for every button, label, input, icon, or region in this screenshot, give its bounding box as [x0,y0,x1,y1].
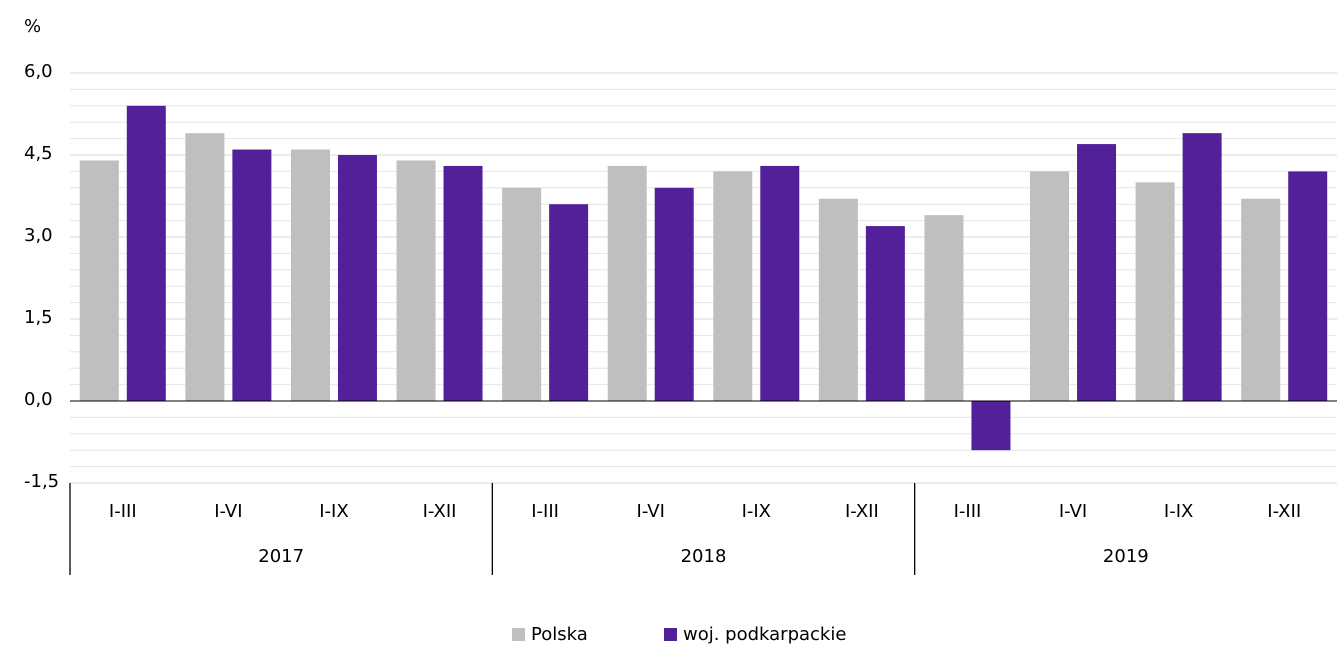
bar [79,160,119,401]
group-label: 2019 [1103,546,1149,567]
bar [337,155,377,401]
legend-label: Polska [531,624,588,645]
x-tick-label: I-IX [1164,501,1193,522]
bar [1182,133,1222,401]
bar [818,198,858,401]
legend-label: woj. podkarpackie [683,624,846,645]
group-label: 2018 [681,546,727,567]
x-tick-label: I-III [531,501,559,522]
bar [924,215,964,401]
bar [760,165,800,401]
x-tick-label: I-XII [1267,501,1301,522]
x-tick-label: I-III [109,501,137,522]
y-tick-label: 1,5 [24,307,53,328]
y-tick-label: 3,0 [24,225,53,246]
x-tick-label: I-VI [1059,501,1087,522]
bar [549,204,589,401]
x-tick-label: I-VI [637,501,665,522]
x-tick-label: I-IX [742,501,771,522]
y-tick-label: 4,5 [24,143,53,164]
x-tick-label: I-VI [214,501,242,522]
bar [1288,171,1328,401]
x-tick-label: I-IX [319,501,348,522]
bar [865,226,905,401]
x-tick-label: I-XII [845,501,879,522]
y-unit: % [24,16,41,37]
y-tick-label: 6,0 [24,61,53,82]
bar [232,149,272,401]
x-tick-label: I-XII [423,501,457,522]
bar [502,187,542,401]
legend-swatch [512,628,525,641]
bar [1135,182,1175,401]
bar [607,165,647,401]
bar [290,149,330,401]
bar [971,401,1011,451]
x-tick-label: I-III [954,501,982,522]
bar [1241,198,1281,401]
bar [1030,171,1070,401]
bar [713,171,753,401]
bar [654,187,694,401]
y-tick-label: 0,0 [24,389,53,410]
bar [443,165,483,401]
group-label: 2017 [258,546,304,567]
bar [1077,144,1117,402]
legend-swatch [664,628,677,641]
bar [396,160,436,401]
y-tick-label: -1,5 [24,471,59,492]
bar [126,105,166,402]
bar [185,133,225,401]
